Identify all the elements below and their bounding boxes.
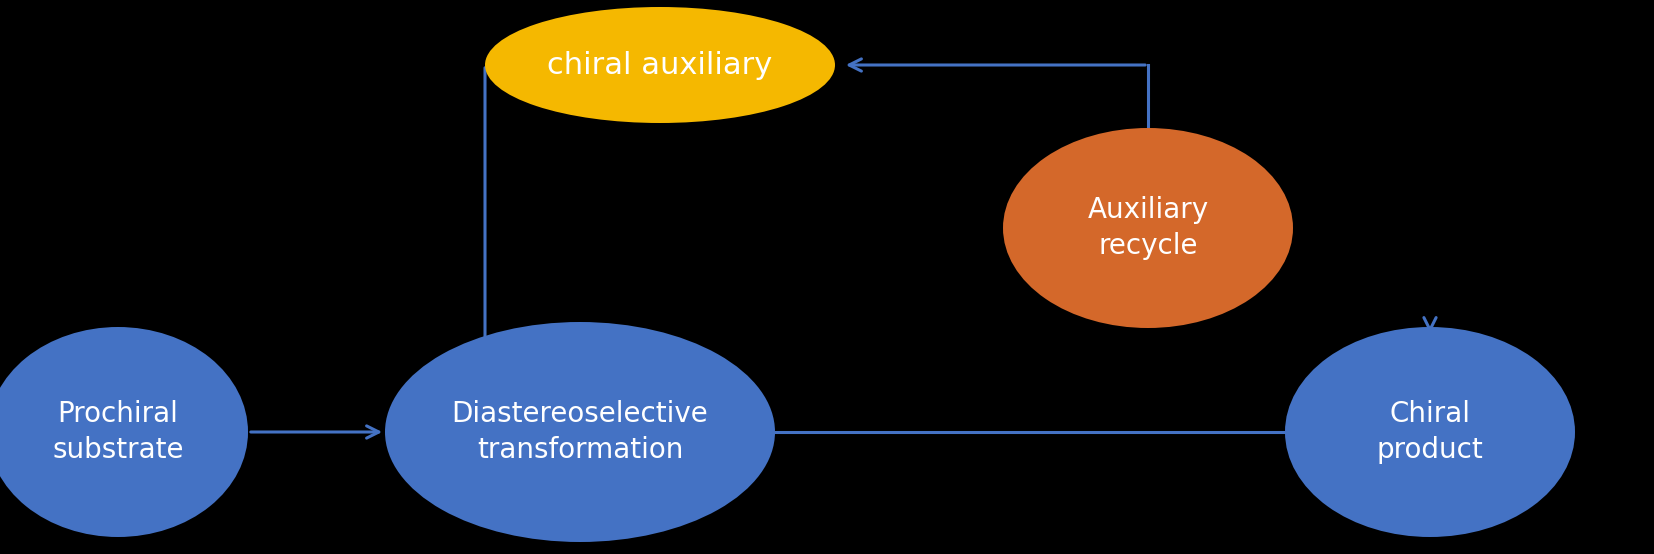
Text: Diastereoselective
transformation: Diastereoselective transformation (452, 399, 708, 464)
Text: Prochiral
substrate: Prochiral substrate (53, 399, 184, 464)
Ellipse shape (0, 327, 248, 537)
Text: Auxiliary
recycle: Auxiliary recycle (1087, 196, 1209, 260)
Ellipse shape (385, 322, 776, 542)
Text: chiral auxiliary: chiral auxiliary (547, 50, 772, 80)
Ellipse shape (1285, 327, 1575, 537)
Text: Chiral
product: Chiral product (1376, 399, 1484, 464)
Ellipse shape (1002, 128, 1293, 328)
Ellipse shape (485, 7, 835, 123)
